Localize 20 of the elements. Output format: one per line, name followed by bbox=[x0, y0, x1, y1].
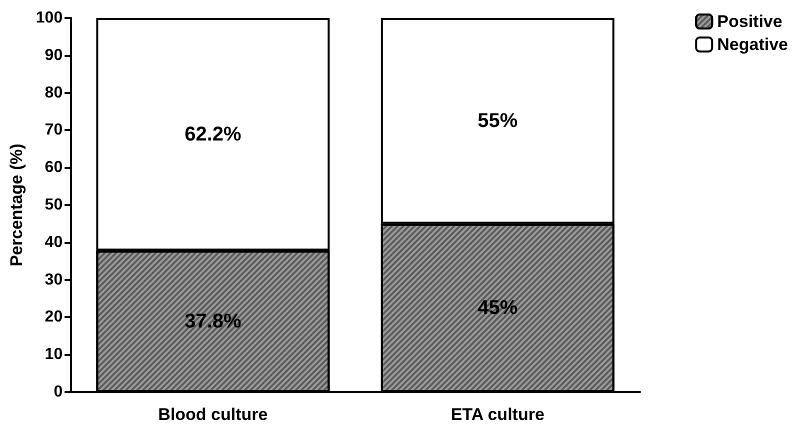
y-tick-label: 0 bbox=[54, 384, 63, 400]
y-tick-label: 70 bbox=[44, 122, 63, 139]
x-tick-label: ETA culture bbox=[450, 405, 544, 424]
y-tick-label: 80 bbox=[44, 84, 63, 102]
legend-label: Negative bbox=[717, 35, 788, 54]
x-tick-label: Blood culture bbox=[158, 405, 268, 424]
y-tick-label: 60 bbox=[44, 159, 63, 176]
data-label: 62.2% bbox=[184, 123, 242, 146]
y-tick-label: 90 bbox=[44, 46, 63, 64]
y-tick-label: 50 bbox=[44, 196, 63, 214]
y-axis-title: Percentage (%) bbox=[7, 144, 26, 266]
y-tick-label: 100 bbox=[36, 10, 63, 26]
data-label: 55% bbox=[478, 110, 518, 132]
y-tick-label: 20 bbox=[44, 308, 63, 326]
y-tick-label: 40 bbox=[44, 234, 63, 251]
y-tick-label: 30 bbox=[44, 271, 63, 288]
data-label: 37.8% bbox=[184, 310, 242, 332]
data-label: 45% bbox=[478, 296, 518, 319]
legend-label: Positive bbox=[717, 12, 782, 31]
y-tick-label: 10 bbox=[44, 346, 63, 364]
